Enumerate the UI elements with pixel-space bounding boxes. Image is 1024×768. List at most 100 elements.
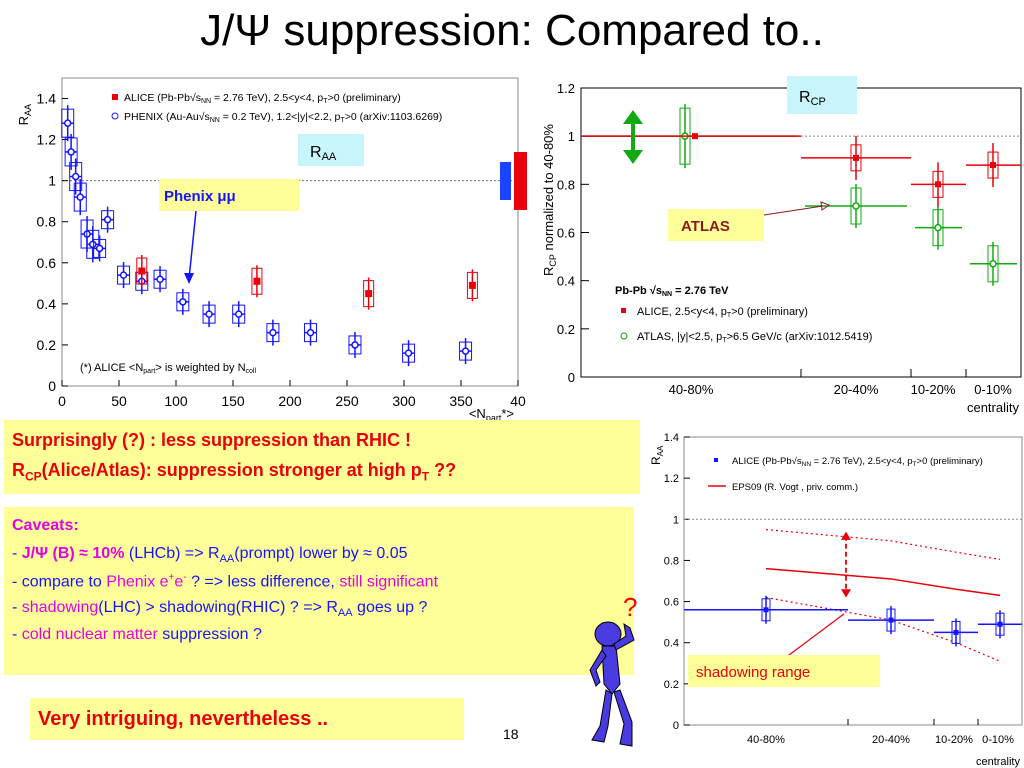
y-tick-label: 0.8 (557, 177, 575, 192)
y-tick-label: 0.6 (37, 255, 57, 271)
x-tick-label: 100 (164, 393, 188, 409)
slide-title: J/Ψ suppression: Compared to.. (200, 6, 824, 55)
c2-legend-title: Pb-Pb √sNN = 2.76 TeV (615, 285, 729, 298)
phenix-point (179, 298, 187, 306)
eps09-central-line (765, 567, 1001, 597)
caveat-line-3: - shadowing(LHC) > shadowing(RHIC) ? => … (12, 599, 428, 620)
alice-point (953, 629, 959, 635)
atlas-point (852, 202, 860, 210)
y-tick-label: 1.4 (37, 91, 57, 107)
x-tick-label: 10-20% (935, 734, 973, 746)
y-tick-label: 1.2 (557, 81, 575, 96)
y-tick-label: 1.4 (664, 432, 679, 444)
y-tick-label: 0.6 (664, 597, 679, 609)
x-tick-label: 300 (392, 393, 416, 409)
y-tick-label: 0.8 (664, 555, 679, 567)
atlas-label: ATLAS (681, 218, 730, 235)
caveats-box: Caveats: - J/Ψ (B) ≈ 10% (LHCb) => RAA(p… (4, 507, 634, 675)
alice-point (763, 607, 769, 613)
alice-legend-marker (112, 94, 118, 100)
x-tick-label: 0 (58, 393, 66, 409)
y-tick-label: 0.4 (37, 296, 57, 312)
eps09-lower-band (765, 596, 1001, 662)
x-tick-label: 0-10% (974, 382, 1012, 397)
alice-point (138, 267, 146, 275)
arrow-head-up (841, 531, 851, 540)
page-number: 18 (503, 726, 519, 742)
question-mark-icon: ? (623, 592, 638, 622)
conclusion-text: Very intriguing, nevertheless .. (38, 708, 329, 730)
alice-point (468, 281, 476, 289)
alice-point (692, 133, 698, 140)
x-tick-label: 200 (278, 393, 302, 409)
caveat-line-2: - compare to Phenix e+e- ? => less diffe… (12, 572, 439, 591)
rcp-vs-centrality-chart: 0 0.2 0.4 0.6 0.8 1 1.2 40-80% 20-40% 10-20% 0-10%… (541, 76, 1022, 415)
phenix-mumu-label: Phenix μμ (164, 188, 236, 205)
alice-point (365, 290, 373, 298)
c3-ylabel: RAA (649, 445, 665, 465)
raa-vs-centrality-eps09-chart: 0 0.2 0.4 0.6 0.8 1 1.2 1.4 40-80% 20-40% 10-20% 0-… (649, 432, 1023, 768)
y-tick-label: 0 (48, 378, 56, 394)
rcp-panel-label: RCP (799, 89, 826, 108)
phenix-point (306, 328, 315, 337)
findings-box: Surprisingly (?) : less suppression than… (4, 420, 640, 494)
y-tick-label: 1 (48, 173, 56, 189)
x-tick-label: 350 (449, 393, 473, 409)
c1-legend-alice: ALICE (Pb-Pb√sNN = 2.76 TeV), 2.5<y<4, p… (124, 92, 401, 105)
x-tick-label: 250 (335, 393, 359, 409)
phenix-point (234, 310, 243, 318)
c2-xlabel: centrality (967, 400, 1020, 415)
shadowing-range-label: shadowing range (696, 664, 810, 681)
c1-xlabel: <Npart*> (469, 406, 514, 423)
c1-legend-phenix: PHENIX (Au-Au√sNN = 0.2 TeV), 1.2<|y|<2.… (124, 111, 442, 124)
double-arrow-icon (623, 110, 643, 164)
c3-legend-alice: ALICE (Pb-Pb√sNN = 2.76 TeV), 2.5<y<4, p… (732, 456, 983, 468)
y-tick-label: 0 (673, 720, 679, 732)
caveat-line-4: - cold nuclear matter suppression ? (12, 626, 262, 643)
x-tick-label: 40 (510, 393, 526, 409)
phenix-point (67, 148, 75, 156)
c2-legend-alice: ALICE, 2.5<y<4, pT>0 (preliminary) (637, 306, 808, 319)
finding-line-2: RCP(Alice/Atlas): suppression stronger a… (12, 460, 457, 484)
x-tick-label: 150 (221, 393, 245, 409)
c1-note: (*) ALICE <Npart> is weighted by Ncoll (80, 362, 256, 375)
y-tick-label: 0.4 (664, 638, 679, 650)
phenix-point (71, 172, 80, 181)
phenix-global-syst-box (514, 152, 527, 210)
phenix-point (89, 240, 97, 249)
y-tick-label: 0.6 (557, 226, 575, 241)
phenix-point (461, 347, 470, 355)
atlas-legend-marker (620, 332, 628, 340)
phenix-point (119, 271, 128, 279)
thinking-person-icon (589, 621, 635, 747)
c1-ylabel: RAA (16, 104, 33, 125)
y-tick-label: 1.2 (664, 473, 679, 485)
phenix-point (404, 349, 413, 357)
phenix-point (76, 193, 84, 201)
c3-xlabel: centrality (976, 756, 1021, 768)
y-tick-label: 1 (568, 129, 575, 144)
phenix-point (63, 119, 72, 127)
x-tick-label: 40-80% (747, 734, 785, 746)
phenix-point (351, 341, 359, 349)
conclusion-box: Very intriguing, nevertheless .. (30, 698, 464, 740)
x-tick-label: 20-40% (872, 734, 910, 746)
y-tick-label: 1.2 (37, 132, 57, 148)
c2-legend-atlas: ATLAS, |y|<2.5, pT>6.5 GeV/c (arXiv:1012… (637, 331, 872, 344)
finding-line-1: Surprisingly (?) : less suppression than… (12, 430, 412, 450)
y-tick-label: 1 (673, 514, 679, 526)
alice-legend-marker (621, 308, 626, 313)
alice-legend-marker (714, 458, 718, 462)
alice-point (253, 277, 261, 285)
caveats-heading: Caveats: (12, 517, 79, 534)
c1-legend: ALICE (Pb-Pb√sNN = 2.76 TeV), 2.5<y<4, p… (111, 92, 442, 124)
phenix-legend-marker (111, 112, 119, 120)
phenix-point (95, 244, 104, 253)
phenix-point (103, 215, 112, 224)
phenix-point (205, 310, 213, 318)
atlas-point (934, 223, 942, 232)
alice-point (997, 621, 1003, 627)
y-tick-label: 0.2 (664, 679, 679, 691)
x-tick-label: 0-10% (982, 734, 1014, 746)
alice-point (888, 617, 894, 623)
